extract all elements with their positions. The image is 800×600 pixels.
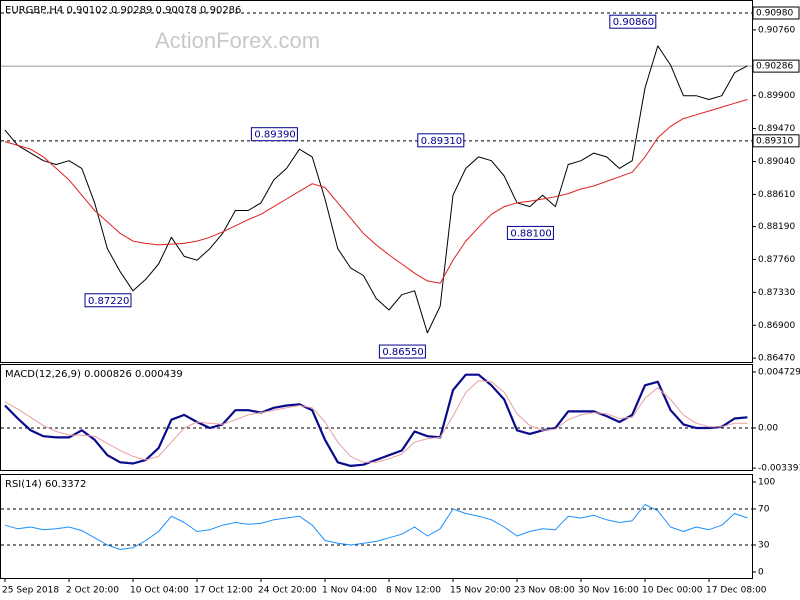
y-tick-label: 0.89900 — [758, 91, 795, 101]
price-level-box — [752, 134, 800, 148]
x-tick-label: 17 Oct 12:00 — [194, 586, 253, 596]
price-panel-frame — [0, 0, 753, 363]
annotation-box — [250, 127, 298, 142]
y-tick-label: 30 — [758, 540, 770, 550]
rsi-panel-frame — [0, 474, 753, 579]
annotation-label: 0.89390 — [254, 130, 295, 141]
y-tick-label: 0.88190 — [758, 222, 795, 232]
panel-title: RSI(14) 60.3372 — [5, 479, 86, 490]
series-line — [4, 504, 748, 550]
annotation-box — [609, 14, 657, 29]
annotation-label: 0.89310 — [421, 136, 462, 147]
y-tick-label: 0.89470 — [758, 124, 795, 134]
annotation-label: 0.87220 — [88, 296, 129, 307]
annotation-box — [378, 344, 426, 359]
price-level-label: 0.89310 — [756, 136, 793, 146]
x-tick-label: 30 Nov 16:00 — [578, 586, 639, 596]
y-tick-label: 0.90760 — [758, 25, 795, 35]
y-tick-label: 0.89040 — [758, 157, 795, 167]
y-tick-label: 70 — [758, 504, 770, 514]
macd-panel-frame — [0, 364, 753, 471]
price-level-label: 0.90980 — [756, 9, 793, 19]
price-level-box — [752, 59, 800, 73]
y-tick-label: 100 — [758, 478, 775, 488]
x-tick-label: 24 Oct 20:00 — [258, 586, 317, 596]
y-tick-label: 0.86470 — [758, 354, 795, 364]
annotation-box — [417, 133, 465, 148]
x-tick-label: 1 Nov 04:00 — [322, 586, 377, 596]
x-tick-label: 2 Oct 20:00 — [66, 586, 119, 596]
x-tick-label: 25 Sep 2018 — [2, 586, 59, 596]
x-tick-label: 10 Dec 00:00 — [642, 586, 703, 596]
series-line — [4, 373, 748, 467]
y-tick-label: 0.004729 — [758, 367, 800, 377]
annotation-box — [506, 225, 554, 240]
x-tick-label: 8 Nov 12:00 — [386, 586, 441, 596]
x-tick-label: 15 Nov 20:00 — [450, 586, 511, 596]
y-tick-label: 0 — [758, 567, 764, 577]
y-tick-label: 0.87760 — [758, 255, 795, 265]
annotation-label: 0.90860 — [613, 17, 654, 28]
price-level-label: 0.90286 — [756, 62, 793, 72]
annotation-label: 0.88100 — [510, 228, 551, 239]
price-level-box — [752, 6, 800, 20]
panel-title: MACD(12,26,9) 0.000826 0.000439 — [5, 369, 183, 380]
series-line — [4, 99, 748, 284]
y-tick-label: 0.87330 — [758, 288, 795, 298]
annotation-label: 0.86550 — [382, 347, 423, 358]
y-tick-label: 0.88610 — [758, 190, 795, 200]
series-line — [4, 380, 748, 463]
x-tick-label: 10 Oct 04:00 — [130, 586, 189, 596]
x-tick-label: 17 Dec 08:00 — [706, 586, 767, 596]
panel-title: EURGBP,H4 0.90102 0.90289 0.90078 0.9028… — [5, 5, 241, 16]
x-tick-label: 23 Nov 08:00 — [514, 586, 575, 596]
y-tick-label: 0.00 — [758, 423, 778, 433]
watermark: ActionForex.com — [155, 28, 320, 53]
y-tick-label: -0.003391 — [758, 464, 800, 474]
y-tick-label: 0.86900 — [758, 321, 795, 331]
series-line — [4, 45, 748, 334]
annotation-box — [84, 293, 132, 308]
